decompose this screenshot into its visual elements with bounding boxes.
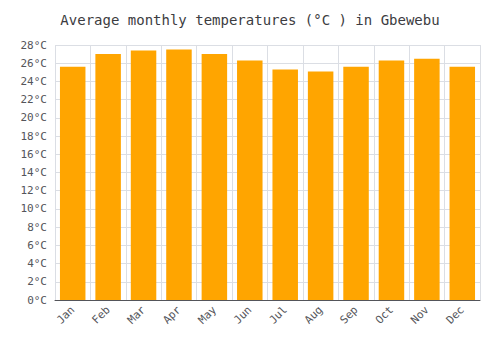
svg-text:Aug: Aug bbox=[302, 303, 325, 326]
svg-text:12°C: 12°C bbox=[21, 184, 48, 197]
svg-text:26°C: 26°C bbox=[21, 57, 48, 70]
svg-text:Apr: Apr bbox=[160, 303, 183, 326]
svg-text:2°C: 2°C bbox=[27, 275, 47, 288]
svg-text:20°C: 20°C bbox=[21, 111, 48, 124]
svg-text:28°C: 28°C bbox=[21, 39, 48, 52]
svg-text:10°C: 10°C bbox=[21, 202, 48, 215]
svg-text:Mar: Mar bbox=[125, 303, 148, 326]
svg-text:Jan: Jan bbox=[54, 303, 77, 326]
svg-text:May: May bbox=[196, 303, 219, 326]
svg-text:Nov: Nov bbox=[408, 303, 431, 326]
svg-text:Oct: Oct bbox=[373, 303, 396, 326]
svg-text:14°C: 14°C bbox=[21, 166, 48, 179]
svg-text:22°C: 22°C bbox=[21, 93, 48, 106]
svg-text:0°C: 0°C bbox=[27, 294, 47, 307]
svg-text:Feb: Feb bbox=[89, 303, 112, 326]
svg-text:4°C: 4°C bbox=[27, 257, 47, 270]
svg-text:Jul: Jul bbox=[267, 303, 290, 326]
svg-text:8°C: 8°C bbox=[27, 221, 47, 234]
svg-text:Average monthly temperatures (: Average monthly temperatures (°C ) in Gb… bbox=[60, 12, 439, 28]
svg-text:24°C: 24°C bbox=[21, 75, 48, 88]
svg-text:16°C: 16°C bbox=[21, 148, 48, 161]
svg-text:Jun: Jun bbox=[231, 303, 254, 326]
svg-text:Dec: Dec bbox=[444, 303, 467, 326]
svg-text:18°C: 18°C bbox=[21, 130, 48, 143]
svg-text:Sep: Sep bbox=[337, 303, 360, 326]
svg-text:6°C: 6°C bbox=[27, 239, 47, 252]
